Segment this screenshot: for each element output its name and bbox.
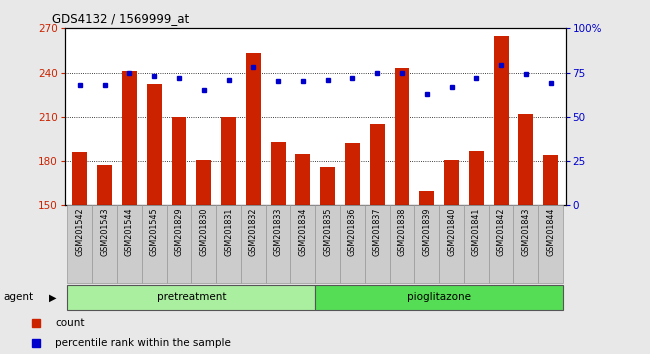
Bar (493, 36, 508, 354)
Text: GSM201830: GSM201830 (200, 208, 208, 256)
Bar (241, 205, 266, 283)
Text: GSM201834: GSM201834 (298, 208, 307, 256)
Bar (519, 114, 533, 354)
Bar (365, 205, 389, 283)
Text: GSM201835: GSM201835 (323, 208, 332, 256)
Bar (246, 53, 261, 354)
Bar (270, 142, 285, 354)
Bar (370, 124, 385, 354)
Bar (345, 143, 360, 354)
Bar (142, 205, 166, 283)
Bar (538, 205, 563, 283)
Bar (296, 154, 310, 354)
Bar (543, 155, 558, 354)
Bar (98, 166, 112, 354)
Text: GSM201844: GSM201844 (546, 208, 555, 256)
Bar (315, 285, 563, 310)
Text: GSM201542: GSM201542 (75, 208, 84, 256)
Bar (147, 84, 162, 354)
Text: count: count (55, 318, 84, 329)
Text: GSM201832: GSM201832 (249, 208, 258, 256)
Bar (444, 160, 459, 354)
Text: pretreatment: pretreatment (157, 292, 226, 302)
Bar (172, 117, 187, 354)
Text: GSM201836: GSM201836 (348, 208, 357, 256)
Text: GSM201833: GSM201833 (274, 208, 283, 256)
Text: agent: agent (3, 292, 33, 302)
Bar (291, 205, 315, 283)
Bar (320, 167, 335, 354)
Text: pioglitazone: pioglitazone (407, 292, 471, 302)
Bar (92, 205, 117, 283)
Text: GSM201544: GSM201544 (125, 208, 134, 256)
Bar (216, 205, 241, 283)
Text: GSM201842: GSM201842 (497, 208, 506, 256)
Bar (68, 205, 92, 283)
Text: GSM201829: GSM201829 (174, 208, 183, 256)
Text: GSM201837: GSM201837 (372, 208, 382, 256)
Text: GSM201543: GSM201543 (100, 208, 109, 256)
Bar (514, 205, 538, 283)
Bar (122, 71, 137, 354)
Bar (395, 68, 410, 354)
Bar (414, 205, 439, 283)
Bar (191, 205, 216, 283)
Bar (117, 205, 142, 283)
Text: GSM201840: GSM201840 (447, 208, 456, 256)
Text: ▶: ▶ (49, 292, 57, 302)
Bar (68, 285, 315, 310)
Text: GDS4132 / 1569999_at: GDS4132 / 1569999_at (52, 12, 189, 25)
Text: GSM201839: GSM201839 (422, 208, 431, 256)
Bar (72, 152, 87, 354)
Bar (196, 160, 211, 354)
Bar (266, 205, 291, 283)
Bar (439, 205, 464, 283)
Text: GSM201838: GSM201838 (397, 208, 406, 256)
Text: GSM201841: GSM201841 (472, 208, 481, 256)
Bar (166, 205, 191, 283)
Bar (389, 205, 414, 283)
Text: percentile rank within the sample: percentile rank within the sample (55, 338, 231, 348)
Text: GSM201545: GSM201545 (150, 208, 159, 256)
Bar (469, 151, 484, 354)
Bar (340, 205, 365, 283)
Text: GSM201843: GSM201843 (521, 208, 530, 256)
Bar (221, 117, 236, 354)
Bar (419, 190, 434, 354)
Bar (464, 205, 489, 283)
Bar (315, 205, 340, 283)
Text: GSM201831: GSM201831 (224, 208, 233, 256)
Bar (489, 205, 514, 283)
